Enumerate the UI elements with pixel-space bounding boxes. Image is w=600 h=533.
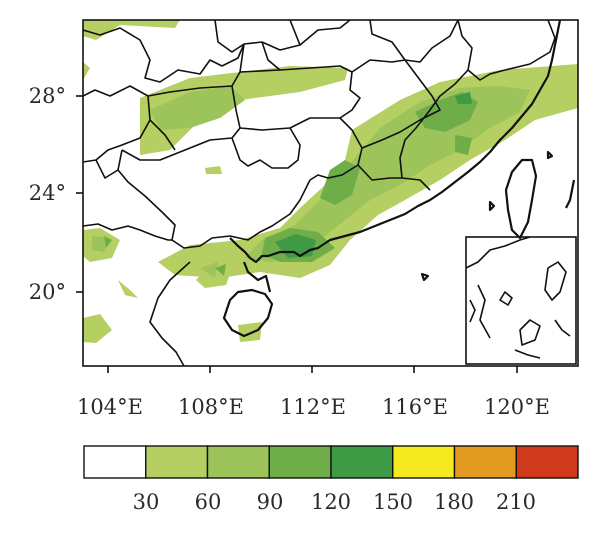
country-border: [149, 261, 191, 366]
colorbar-swatch: [515, 445, 579, 479]
colorbar-swatch: [268, 445, 332, 479]
lat-tick-label: 28°: [29, 84, 66, 108]
colorbar-swatch: [83, 445, 147, 479]
map-panel: [83, 20, 578, 366]
colorbar-legend: [83, 445, 579, 479]
coastline: [222, 20, 576, 338]
lon-tick-label: 120°E: [484, 395, 550, 419]
precip-60-90-layer: [92, 86, 530, 278]
inset-map: [465, 236, 577, 365]
longitude-labels: 104°E 108°E 112°E 116°E 120°E: [77, 395, 550, 419]
colorbar-label: 210: [496, 490, 536, 514]
colorbar-swatch: [392, 445, 456, 479]
axis-ticks: [76, 95, 518, 373]
colorbar-labels: 30 60 90 120 150 180 210: [133, 490, 536, 514]
lon-tick-label: 104°E: [77, 395, 143, 419]
colorbar-swatch: [206, 445, 270, 479]
colorbar-label: 180: [434, 490, 474, 514]
colorbar-swatch: [145, 445, 209, 479]
colorbar-swatch: [453, 445, 517, 479]
colorbar-label: 90: [257, 490, 284, 514]
lat-tick-label: 20°: [29, 280, 66, 304]
colorbar-label: 150: [373, 490, 413, 514]
lon-tick-label: 112°E: [280, 395, 346, 419]
latitude-labels: 28° 24° 20°: [29, 84, 66, 304]
colorbar-label: 60: [195, 490, 222, 514]
colorbar-label: 30: [133, 490, 160, 514]
province-borders: [83, 20, 556, 249]
lon-tick-label: 116°E: [382, 395, 448, 419]
colorbar-swatch: [330, 445, 394, 479]
colorbar-label: 120: [311, 490, 351, 514]
lon-tick-label: 108°E: [178, 395, 244, 419]
lat-tick-label: 24°: [29, 181, 66, 205]
